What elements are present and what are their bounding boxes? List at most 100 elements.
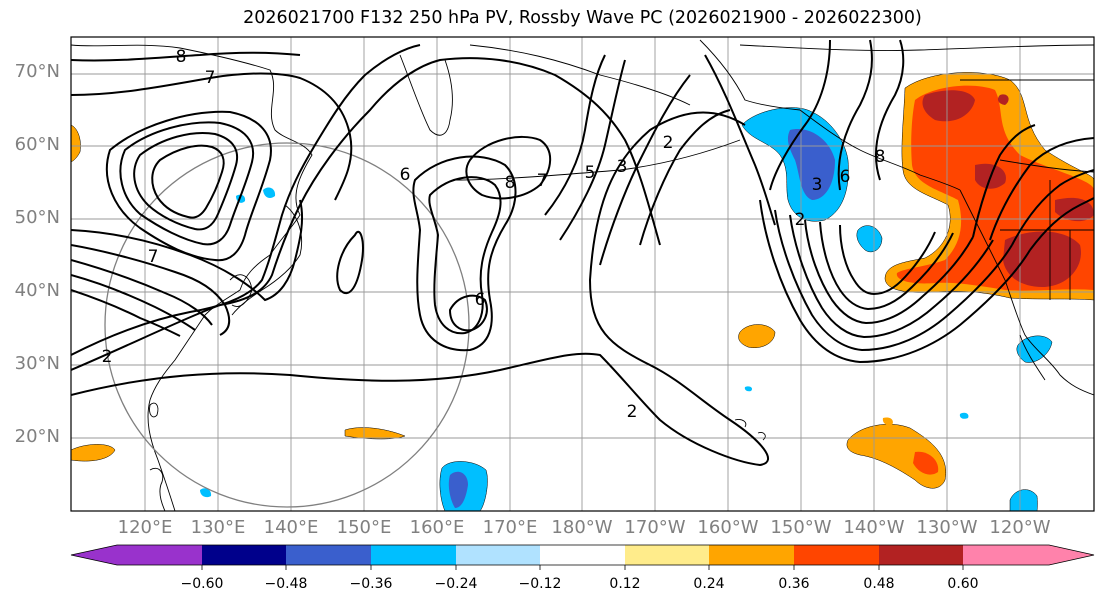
pv-contour-8 [71, 199, 304, 302]
colorbar-segment [456, 545, 540, 565]
colorbar-segment [879, 545, 963, 565]
pv-contour-trough-1 [336, 230, 364, 295]
pv-contour-ridge-1 [769, 39, 831, 191]
colorbar-tick-label: −0.12 [518, 576, 562, 592]
colorbar-segment [963, 545, 1049, 565]
anomaly-core-2 [1003, 231, 1081, 288]
anomaly-25n-160w [744, 386, 753, 392]
colorbar-extend-left [71, 545, 117, 565]
lat-label-20n: 20°N [14, 426, 60, 447]
lat-label-50n: 50°N [14, 207, 60, 228]
pv-contour-ring-3 [133, 132, 238, 231]
anomaly-sakhalin [263, 187, 276, 198]
contour-label: 8 [505, 173, 516, 193]
lon-label: 130°E [190, 517, 246, 538]
colorbar-segment [117, 545, 202, 565]
contour-label: 6 [475, 290, 486, 310]
contour-label: 8 [176, 47, 187, 67]
pv-contour-wave-1 [544, 54, 606, 216]
pv-contour-wave-2 [559, 59, 626, 241]
pv-contour-east-3 [989, 137, 1094, 241]
lon-label: 180°W [551, 517, 613, 538]
contour-label: 2 [627, 402, 638, 422]
anomaly-philippine-sea [200, 488, 212, 498]
lon-label: 120°E [117, 517, 173, 538]
contour-label: 7 [148, 247, 159, 267]
anomaly-gulf-of-alaska-core [787, 129, 835, 200]
pv-contour-trough-3 [428, 176, 502, 335]
colorbar-tick-label: 0.12 [609, 576, 641, 592]
anomaly-core-5 [997, 94, 1009, 105]
coast-alaska [699, 39, 961, 191]
coastlines [71, 39, 1094, 511]
lon-label: 130°W [916, 517, 978, 538]
pv-contour-wave-3 [599, 74, 691, 266]
colorbar-segment [794, 545, 879, 565]
pv-contour-trough-big-3 [789, 214, 994, 339]
anomaly-40n-155w [856, 225, 883, 253]
colorbar-segment [625, 545, 709, 565]
pv-contour-trough-big-5 [819, 221, 954, 311]
pv-contour-ring-4 [151, 144, 225, 219]
colorbar-tick-label: −0.48 [264, 576, 308, 592]
coast-philippines [149, 467, 166, 511]
anomaly-30n-160w [738, 324, 776, 348]
lon-label: 160°E [409, 517, 465, 538]
coast-hawaii [734, 419, 766, 441]
contour-label: 2 [102, 347, 113, 367]
negative-anomaly-regions [200, 107, 1053, 511]
pv-contour-trough-big-2 [774, 209, 1013, 352]
plot-border [70, 36, 1095, 512]
colorbar-outline [70, 544, 1095, 566]
colorbar-tick-label: −0.24 [434, 576, 478, 592]
pv-contour-5 [71, 259, 213, 326]
anomaly-south-china-sea [71, 444, 116, 462]
contour-label: 7 [537, 171, 548, 191]
contour-label: 7 [205, 68, 216, 88]
coast-taiwan [149, 402, 159, 418]
colorbar [70, 544, 1095, 570]
contour-label: 3 [812, 175, 823, 195]
pv-contour-trough-big-7 [704, 54, 776, 226]
pv-contour-3 [71, 44, 421, 356]
contour-label: 2 [795, 210, 806, 230]
coast-arctic [739, 44, 1094, 51]
contour-label: 3 [617, 157, 628, 177]
pv-contour-east-1 [1029, 197, 1094, 251]
colorbar-tick-label: 0.24 [693, 576, 725, 592]
coast-baja [1019, 334, 1046, 381]
lon-label: 170°E [482, 517, 538, 538]
colorbar-tick-label: 0.48 [863, 576, 895, 592]
lat-label-70n: 70°N [14, 61, 60, 82]
contour-label: 5 [585, 163, 596, 183]
colorbar-tick-label: 0.36 [778, 576, 810, 592]
map-title: 2026021700 F132 250 hPa PV, Rossby Wave … [243, 8, 922, 28]
anomaly-hawaii-small [959, 412, 969, 419]
pv-contour-trough-big-4 [804, 219, 974, 325]
lon-label: 150°E [336, 517, 392, 538]
pv-contour-closed-8 [465, 136, 552, 200]
pv-contour-7 [71, 289, 181, 337]
anomaly-hawaii-east [846, 423, 947, 489]
pv-contour-ring-2 [119, 121, 255, 246]
map-plot-area: 8 7 7 2 6 6 8 7 5 3 2 2 2 3 6 8 [71, 37, 1094, 511]
pv-contour-ridge-2 [837, 39, 873, 191]
lat-label-40n: 40°N [14, 280, 60, 301]
colorbar-extend-right [1049, 545, 1094, 565]
pv-contour-east-2 [1011, 169, 1094, 246]
colorbar-segment [202, 545, 286, 565]
lon-label: 120°W [989, 517, 1051, 538]
colorbar-tick-label: −0.60 [180, 576, 224, 592]
lat-label-60n: 60°N [14, 134, 60, 155]
region-circle [104, 142, 470, 508]
lon-label: 160°W [697, 517, 759, 538]
lat-label-30n: 30°N [14, 353, 60, 374]
pv-contour-10 [71, 51, 301, 62]
coast-kamchatka [399, 54, 453, 136]
graticule [71, 37, 1094, 511]
pv-contour-1 [71, 111, 769, 467]
anomaly-far-east [882, 417, 893, 426]
pv-contour-east-4 [972, 124, 1036, 238]
anomaly-core-1 [922, 90, 975, 122]
anomaly-south-pacific-160e-core [448, 471, 468, 508]
